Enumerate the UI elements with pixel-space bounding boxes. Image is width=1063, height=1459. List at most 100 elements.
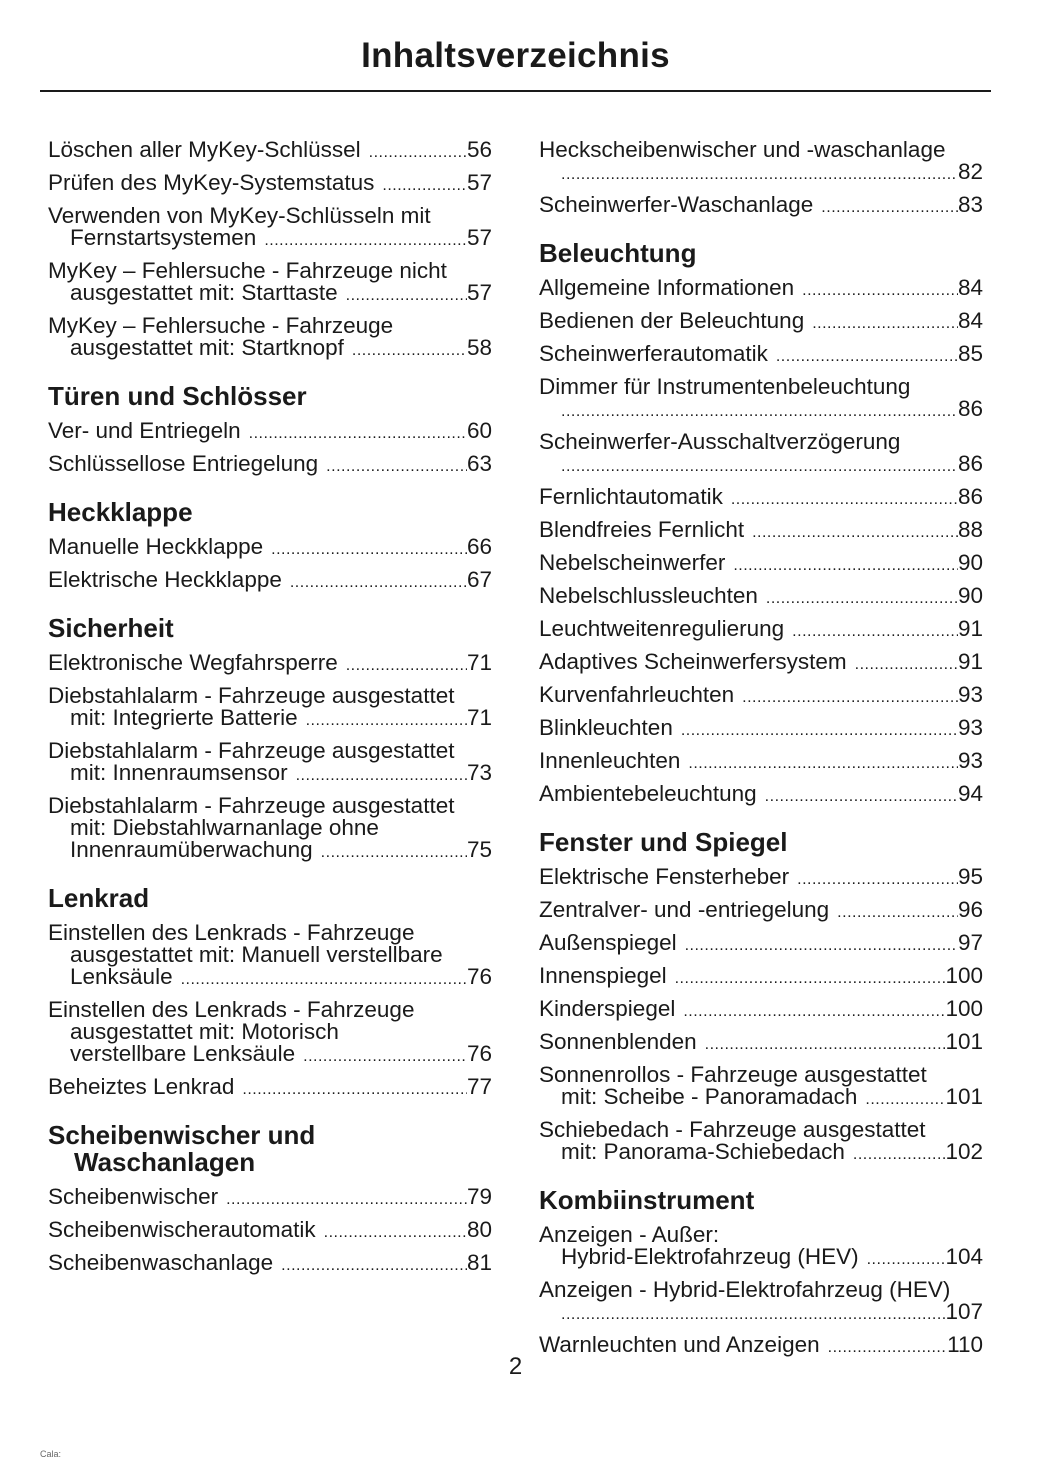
toc-entry[interactable]: Ver- und Entriegeln 60 [48, 418, 492, 445]
toc-entry[interactable]: Scheibenwaschanlage 81 [48, 1250, 492, 1277]
toc-page-number[interactable]: 95 [957, 864, 983, 889]
toc-page-number[interactable]: 96 [957, 897, 983, 922]
toc-page-number[interactable]: 93 [957, 715, 983, 740]
toc-entry[interactable]: MyKey – Fehlersuche - Fahrzeuge ausgestat… [48, 314, 492, 362]
toc-entry[interactable]: Anzeigen - Außer: Hybrid-Elektrofahrzeug … [539, 1223, 983, 1271]
toc-page-number[interactable]: 71 [466, 705, 492, 730]
toc-entry[interactable]: Leuchtweitenregulierung 91 [539, 616, 983, 643]
toc-page-number[interactable]: 56 [466, 137, 492, 162]
toc-entry[interactable]: Diebstahlalarm - Fahrzeuge ausgestattet m… [48, 794, 492, 864]
toc-page-number[interactable]: 82 [957, 159, 983, 184]
toc-entry[interactable]: Kinderspiegel 100 [539, 996, 983, 1023]
toc-entry[interactable]: Allgemeine Informationen 84 [539, 275, 983, 302]
toc-entry[interactable]: Elektrische Fensterheber 95 [539, 864, 983, 891]
toc-page-number[interactable]: 67 [466, 567, 492, 592]
toc-entry[interactable]: Schiebedach - Fahrzeuge ausgestattet mit:… [539, 1118, 983, 1166]
toc-entry[interactable]: Fernlichtautomatik 86 [539, 484, 983, 511]
toc-page-number[interactable]: 85 [957, 341, 983, 366]
toc-page-number[interactable]: 83 [957, 192, 983, 217]
page-title: Inhaltsverzeichnis [361, 36, 670, 75]
toc-entry[interactable]: Sonnenrollos - Fahrzeuge ausgestattet mit… [539, 1063, 983, 1111]
toc-page-number[interactable]: 66 [466, 534, 492, 559]
toc-entry[interactable]: Dimmer für Instrumentenbeleuchtung 86 [539, 375, 983, 423]
toc-page-number[interactable]: 101 [945, 1084, 983, 1109]
toc-entry[interactable]: Beheiztes Lenkrad 77 [48, 1074, 492, 1101]
toc-entry[interactable]: Innenspiegel 100 [539, 963, 983, 990]
toc-page-number[interactable]: 80 [466, 1217, 492, 1242]
toc-page-number[interactable]: 94 [957, 781, 983, 806]
toc-entry-line: Blinkleuchten [539, 715, 673, 740]
toc-page-number[interactable]: 102 [945, 1139, 983, 1164]
toc-entry[interactable]: Löschen aller MyKey-Schlüssel 56 [48, 137, 492, 164]
toc-entry[interactable]: Diebstahlalarm - Fahrzeuge ausgestattet m… [48, 739, 492, 787]
toc-page-number[interactable]: 100 [945, 963, 983, 988]
toc-entry[interactable]: Adaptives Scheinwerfersystem 91 [539, 649, 983, 676]
toc-entry[interactable]: Elektrische Heckklappe 67 [48, 567, 492, 594]
toc-entry[interactable]: Schlüssellose Entriegelung 63 [48, 451, 492, 478]
toc-page-number[interactable]: 84 [957, 275, 983, 300]
toc-entry[interactable]: Blendfreies Fernlicht 88 [539, 517, 983, 544]
toc-entry[interactable]: Elektronische Wegfahrsperre 71 [48, 650, 492, 677]
toc-page-number[interactable]: 86 [957, 484, 983, 509]
toc-page-number[interactable]: 107 [945, 1299, 983, 1324]
toc-page-number[interactable]: 71 [466, 650, 492, 675]
toc-page-number[interactable]: 57 [466, 225, 492, 250]
toc-entry[interactable]: Scheinwerfer-Ausschaltverzögerung 86 [539, 430, 983, 478]
toc-entry[interactable]: Scheibenwischer 79 [48, 1184, 492, 1211]
toc-page-number[interactable]: 75 [466, 837, 492, 862]
toc-page-number[interactable]: 97 [957, 930, 983, 955]
toc-page-number[interactable]: 81 [466, 1250, 492, 1275]
toc-entry-line: Kinderspiegel [539, 996, 676, 1021]
toc-page-number[interactable]: 84 [957, 308, 983, 333]
toc-entry[interactable]: Sonnenblenden 101 [539, 1029, 983, 1056]
toc-page-number[interactable]: 91 [957, 649, 983, 674]
toc-entry[interactable]: Außenspiegel 97 [539, 930, 983, 957]
toc-entry[interactable]: Kurvenfahrleuchten 93 [539, 682, 983, 709]
toc-page-number[interactable]: 104 [945, 1244, 983, 1269]
toc-page-number[interactable]: 57 [466, 280, 492, 305]
toc-page-number[interactable]: 57 [466, 170, 492, 195]
toc-entry[interactable]: Innenleuchten 93 [539, 748, 983, 775]
toc-entry-last-line: Scheibenwischer 79 [48, 1184, 492, 1211]
toc-entry[interactable]: Ambientebeleuchtung 94 [539, 781, 983, 808]
toc-entry[interactable]: Verwenden von MyKey-Schlüsseln mit Fernst… [48, 204, 492, 252]
toc-page-number[interactable]: 100 [945, 996, 983, 1021]
toc-entry[interactable]: Scheinwerfer-Waschanlage 83 [539, 192, 983, 219]
dot-leader [242, 1079, 467, 1101]
toc-entry[interactable]: Manuelle Heckklappe 66 [48, 534, 492, 561]
toc-entry-line: Einstellen des Lenkrads - Fahrzeuge [48, 997, 415, 1022]
toc-page-number[interactable]: 91 [957, 616, 983, 641]
toc-entry[interactable]: Nebelscheinwerfer 90 [539, 550, 983, 577]
toc-entry[interactable]: Warnleuchten und Anzeigen 110 [539, 1332, 983, 1359]
toc-page-number[interactable]: 76 [466, 1041, 492, 1066]
toc-entry[interactable]: Einstellen des Lenkrads - Fahrzeuge ausge… [48, 997, 492, 1068]
toc-page-number[interactable]: 60 [466, 418, 492, 443]
toc-page-number[interactable]: 63 [466, 451, 492, 476]
toc-page-number[interactable]: 77 [466, 1074, 492, 1099]
toc-page-number[interactable]: 73 [466, 760, 492, 785]
toc-entry[interactable]: Zentralver- und -entriegelung 96 [539, 897, 983, 924]
toc-entry[interactable]: Heckscheibenwischer und -waschanlage 82 [539, 138, 983, 186]
toc-page-number[interactable]: 79 [466, 1184, 492, 1209]
toc-page-number[interactable]: 93 [957, 748, 983, 773]
toc-page-number[interactable]: 86 [957, 396, 983, 421]
toc-page-number[interactable]: 93 [957, 682, 983, 707]
toc-entry[interactable]: Diebstahlalarm - Fahrzeuge ausgestattet m… [48, 684, 492, 732]
toc-entry[interactable]: Einstellen des Lenkrads - Fahrzeuge ausge… [48, 921, 492, 991]
toc-page-number[interactable]: 101 [945, 1029, 983, 1054]
toc-entry[interactable]: Bedienen der Beleuchtung 84 [539, 308, 983, 335]
toc-entry[interactable]: Scheibenwischerautomatik 80 [48, 1217, 492, 1244]
toc-entry[interactable]: Nebelschlussleuchten 90 [539, 583, 983, 610]
toc-entry[interactable]: Scheinwerferautomatik 85 [539, 341, 983, 368]
toc-entry[interactable]: Prüfen des MyKey-Systemstatus 57 [48, 170, 492, 197]
toc-entry[interactable]: MyKey – Fehlersuche - Fahrzeuge nicht aus… [48, 259, 492, 307]
toc-entry[interactable]: Anzeigen - Hybrid-Elektrofahrzeug (HEV)1… [539, 1278, 983, 1326]
toc-page-number[interactable]: 76 [466, 964, 492, 989]
toc-entry[interactable]: Blinkleuchten 93 [539, 715, 983, 742]
toc-page-number[interactable]: 90 [957, 583, 983, 608]
toc-page-number[interactable]: 110 [947, 1332, 983, 1357]
toc-page-number[interactable]: 88 [957, 517, 983, 542]
toc-page-number[interactable]: 86 [957, 451, 983, 476]
toc-page-number[interactable]: 58 [466, 335, 492, 360]
toc-page-number[interactable]: 90 [957, 550, 983, 575]
